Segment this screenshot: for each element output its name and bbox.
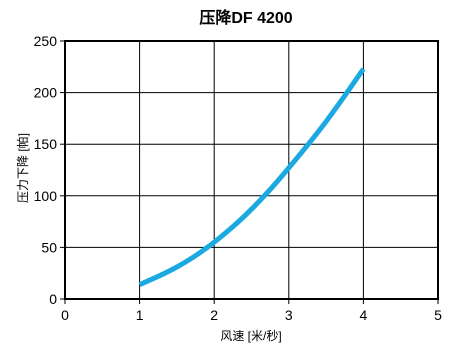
- y-tick-label: 250: [34, 33, 58, 49]
- x-tick-label: 1: [136, 307, 144, 323]
- x-tick-label: 2: [210, 307, 218, 323]
- y-tick-label: 50: [41, 239, 57, 255]
- series-layer: [138, 67, 366, 287]
- y-tick-label: 0: [49, 291, 57, 307]
- grid-lines: [65, 41, 438, 299]
- y-tick-label: 200: [34, 85, 58, 101]
- x-tick-label: 5: [434, 307, 442, 323]
- chart-title: 压降DF 4200: [199, 8, 292, 27]
- y-tick-label: 100: [34, 188, 58, 204]
- plot-frame: [64, 40, 439, 300]
- x-tick-label: 0: [61, 307, 69, 323]
- x-axis-label: 风速 [米/秒]: [220, 329, 281, 343]
- y-tick-label: 150: [34, 136, 58, 152]
- x-tick-label: 4: [360, 307, 368, 323]
- series-line-0: [138, 67, 366, 287]
- x-tick-label: 3: [285, 307, 293, 323]
- y-axis-label: 压力下降 [帕]: [15, 133, 30, 203]
